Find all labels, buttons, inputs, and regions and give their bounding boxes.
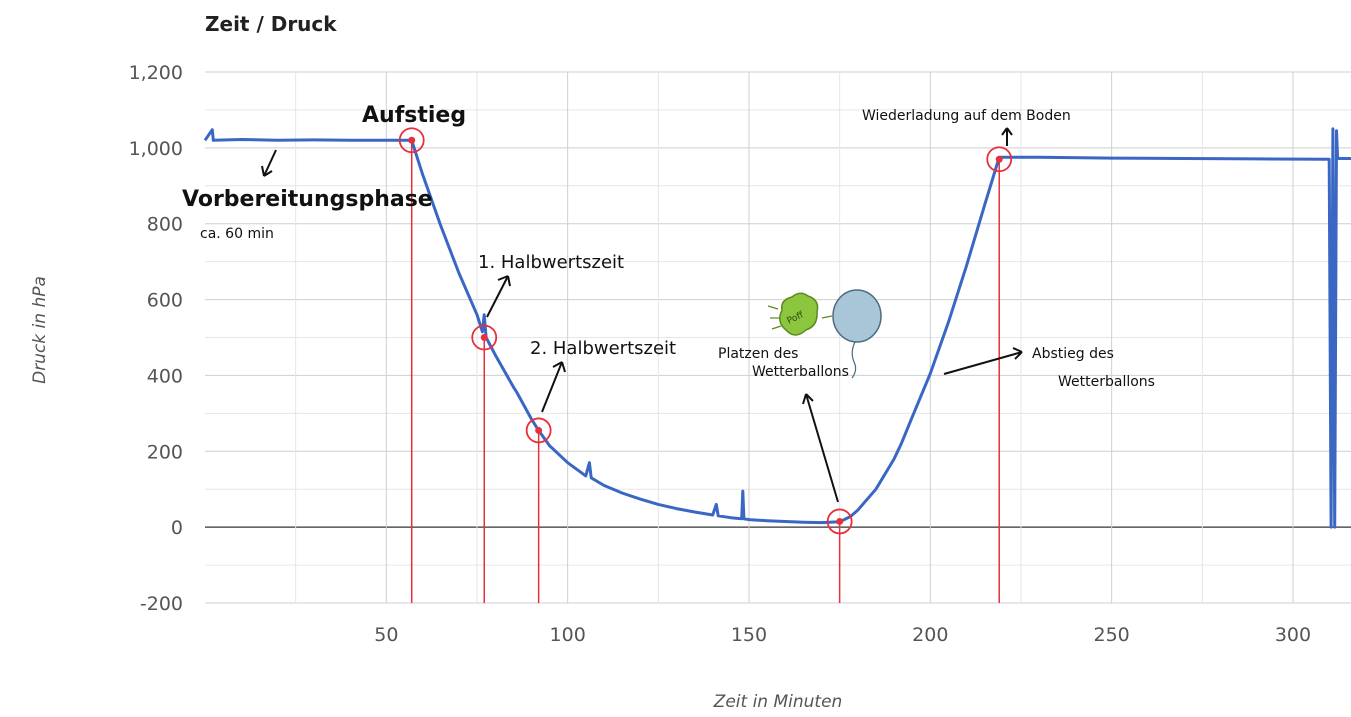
arrow-wiederlandung [1001,127,1013,146]
balloon-icon [832,289,882,343]
burst-splat-icon [779,292,819,336]
marker-ring [525,417,552,444]
x-tick-labels: 50 100 150 200 250 300 [374,624,1311,646]
balloon-string [851,341,857,379]
annotation-halbwert-1: 1. Halbwertszeit [478,252,624,273]
annotation-abstieg-2: Wetterballons [1058,374,1155,390]
marker-ring [826,508,853,535]
arrow-halbwert-1 [486,275,511,318]
y-tick-label: 1,200 [129,62,183,84]
x-tick-label: 300 [1275,624,1311,646]
x-tick-label: 50 [374,624,398,646]
burst-lines [767,305,833,330]
y-tick-label: 200 [147,441,183,463]
marker-ring [986,146,1013,173]
marker-ring [471,324,498,351]
arrow-halbwert-2 [541,361,566,413]
y-tick-label: 1,000 [129,138,183,160]
marker-dot [995,155,1003,163]
marker-dot [408,136,416,144]
y-tick-label: 400 [147,365,183,387]
y-tick-label: 800 [147,214,183,236]
marker-dot [836,517,844,525]
marker-ring [398,127,425,154]
annotation-arrows [261,127,1023,503]
x-tick-label: 250 [1094,624,1130,646]
marker-lines [410,140,1000,603]
marker-dot [480,334,488,341]
x-axis-label: Zeit in Minuten [713,692,843,712]
arrow-abstieg [943,347,1023,375]
y-tick-labels: -200 0 200 400 600 800 1,000 1,200 [129,62,183,615]
annotation-aufstieg: Aufstieg [362,103,466,128]
annotation-abstieg-1: Abstieg des [1032,346,1114,362]
x-tick-label: 150 [731,624,767,646]
marker-points [398,127,1013,535]
burst-balloon-illustration: Poff [767,289,882,379]
y-tick-label: -200 [140,593,183,615]
marker-dot [535,426,543,434]
annotation-platzen-2: Wetterballons [752,364,849,380]
y-tick-label: 600 [147,290,183,312]
annotation-vorbereitung: Vorbereitungsphase [182,187,433,212]
arrow-platzen [802,393,839,503]
grid [205,71,1351,604]
annotation-wiederlandung: Wiederladung auf dem Boden [862,108,1071,124]
arrow-vorbereitung [261,149,277,177]
annotation-halbwert-2: 2. Halbwertszeit [530,338,676,359]
annotations: Aufstieg Vorbereitungsphase ca. 60 min 1… [182,103,1155,503]
annotation-vorbereitung-dauer: ca. 60 min [200,226,274,242]
x-tick-label: 100 [550,624,586,646]
chart-title: Zeit / Druck [205,12,337,36]
y-tick-label: 0 [171,517,183,539]
annotation-platzen-1: Platzen des [718,346,798,362]
x-tick-label: 200 [912,624,948,646]
